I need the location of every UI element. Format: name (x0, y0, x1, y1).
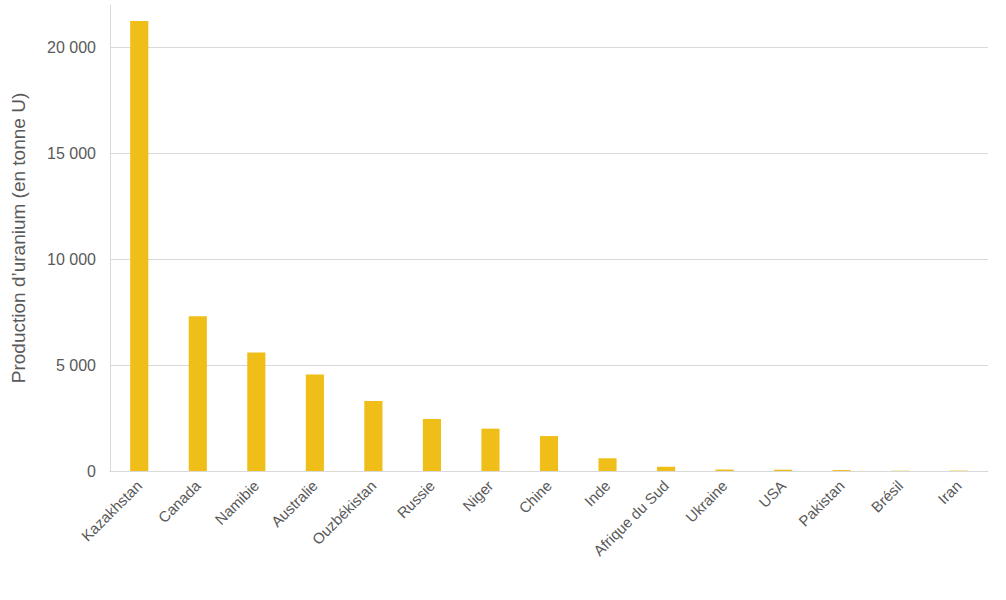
svg-text:Niger: Niger (459, 477, 496, 514)
svg-text:Brésil: Brésil (868, 477, 907, 516)
svg-text:Afrique du Sud: Afrique du Sud (590, 477, 672, 559)
svg-text:0: 0 (87, 463, 96, 480)
svg-text:Pakistan: Pakistan (795, 477, 848, 530)
svg-text:Kazakhstan: Kazakhstan (78, 477, 145, 544)
svg-text:Inde: Inde (581, 477, 614, 510)
svg-text:15 000: 15 000 (47, 145, 96, 162)
svg-text:5 000: 5 000 (56, 357, 96, 374)
svg-text:10 000: 10 000 (47, 251, 96, 268)
svg-text:Canada: Canada (155, 477, 205, 527)
svg-text:USA: USA (755, 477, 789, 511)
svg-text:Iran: Iran (934, 477, 964, 507)
svg-text:Russie: Russie (394, 477, 438, 521)
svg-text:Ouzbékistan: Ouzbékistan (308, 477, 379, 548)
svg-text:20 000: 20 000 (47, 39, 96, 56)
svg-text:Ukraine: Ukraine (682, 477, 731, 526)
svg-text:Namibie: Namibie (211, 477, 262, 528)
svg-text:Australie: Australie (268, 477, 321, 530)
svg-text:Production d’uranium (en tonne: Production d’uranium (en tonne U) (8, 93, 29, 383)
svg-text:Chine: Chine (515, 477, 555, 517)
